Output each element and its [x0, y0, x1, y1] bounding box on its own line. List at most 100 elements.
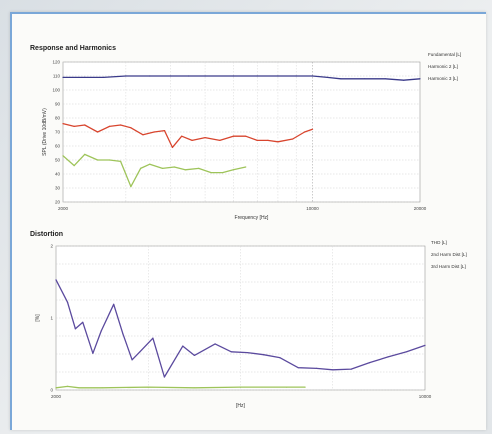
chart-1-xtick-label: 10000 — [419, 394, 432, 399]
chart-0-data-point — [130, 127, 132, 129]
chart-0-data-point — [84, 153, 86, 155]
chart-0-data-point — [181, 135, 183, 137]
chart-0-ytick-label: 110 — [53, 74, 61, 79]
chart-1-data-point — [262, 354, 265, 356]
chart-0-data-point — [191, 139, 193, 141]
chart-1-data-point — [239, 386, 242, 388]
chart-1-data-point — [405, 351, 408, 353]
chart-0-ylabel: SPL (Drive 10dB/mV) — [42, 108, 48, 156]
chart-1-data-point — [304, 386, 306, 388]
chart-0-data-point — [149, 75, 151, 77]
chart-0-data-point — [173, 166, 175, 168]
chart-0-data-point — [384, 78, 387, 80]
chart-1-ytick-label: 2 — [50, 244, 53, 249]
chart-0-legend-entry: Harmonic 3 [L] — [428, 76, 458, 81]
chart-1-data-point — [122, 333, 124, 335]
chart-0-data-point — [73, 165, 75, 167]
chart-0-xtick-label: 20000 — [414, 206, 427, 211]
chart-0-ytick-label: 80 — [55, 116, 61, 121]
chart-0-data-point — [311, 75, 314, 77]
chart-0-data-point — [84, 124, 86, 126]
chart-0-title: Response and Harmonics — [30, 45, 116, 52]
chart-0-data-point — [311, 128, 314, 130]
chart-1-xtick-label: 2000 — [51, 394, 62, 399]
chart-0-ytick-label: 70 — [55, 130, 61, 135]
chart-1-data-point — [92, 352, 94, 354]
chart-0-data-point — [163, 130, 166, 132]
chart-0-ytick-label: 40 — [55, 172, 61, 177]
chart-1-data-point — [230, 351, 232, 353]
chart-0-data-point — [62, 123, 64, 125]
chart-0-data-point — [222, 172, 224, 174]
chart-1-data-point — [369, 362, 371, 364]
chart-1-data-point — [279, 357, 281, 359]
chart-0-data-point — [245, 135, 247, 137]
chart-0-data-point — [130, 186, 132, 188]
chart-0-data-point — [188, 75, 190, 77]
chart-1-data-point — [286, 386, 288, 388]
chart-1-data-point — [113, 303, 115, 305]
chart-1-data-point — [55, 387, 57, 389]
chart-0-data-point — [256, 139, 258, 141]
chart-0-data-point — [256, 75, 258, 77]
chart-1-data-point — [297, 367, 299, 369]
chart-0-data-point — [419, 78, 421, 80]
chart-1-ylabel: [%] — [35, 314, 41, 322]
chart-0-data-point — [326, 76, 328, 78]
chart-1-data-point — [139, 351, 141, 353]
chart-1-ytick-label: 0 — [50, 388, 53, 393]
chart-0-data-point — [204, 75, 206, 77]
report-card: Response and Harmonics 20 30 40 50 60 70 80 90 10… — [10, 12, 486, 430]
chart-0-data-point — [120, 124, 122, 126]
chart-0-legend-entry: Harmonic 2 [L] — [428, 64, 458, 69]
chart-0-data-point — [303, 131, 306, 133]
chart-1-legend-entry: 3rd Harm Dist [L] — [431, 264, 466, 269]
chart-1-data-point — [246, 351, 249, 354]
chart-1-data-point — [74, 328, 76, 330]
chart-1-xlabel: [Hz] — [236, 403, 246, 409]
chart-0-data-point — [292, 138, 294, 140]
chart-0-xtick-label: 10000 — [306, 206, 319, 211]
chart-0-data-point — [171, 146, 173, 148]
chart-0-data-point — [403, 79, 405, 81]
chart-0-data-point — [73, 125, 75, 127]
chart-0-data-point — [153, 131, 155, 133]
chart-1-data-point — [66, 301, 69, 303]
chart-0-data-point — [232, 75, 234, 77]
chart-0-data-point — [96, 131, 99, 133]
chart-0-ytick-label: 60 — [55, 144, 61, 149]
chart-1-data-point — [131, 359, 133, 361]
chart-0-data-point — [277, 75, 279, 77]
chart-0-data-point — [96, 159, 99, 161]
chart-1-data-point — [316, 367, 318, 369]
chart-0-data-point — [232, 169, 234, 171]
chart-0-data-point — [295, 75, 297, 77]
chart-0-data-point — [364, 78, 366, 80]
chart-0-data-point — [142, 134, 144, 136]
chart-0-data-point — [219, 139, 221, 141]
chart-1-legend-entry: 2nd Harm Dist [L] — [431, 252, 467, 257]
chart-0-data-point — [140, 167, 142, 169]
chart-1-data-point — [163, 376, 165, 378]
chart-0-data-point — [232, 135, 234, 137]
chart-1-data-point — [101, 387, 103, 389]
chart-1-data-point — [82, 321, 84, 323]
chart-0-data-point — [184, 169, 186, 171]
chart-1-data-point — [78, 387, 80, 389]
chart-0-data-point — [277, 141, 279, 143]
chart-0-data-point — [62, 76, 64, 78]
chart-1-data-point — [182, 345, 184, 347]
chart-0-data-point — [103, 76, 105, 78]
chart-1-data-point — [152, 337, 154, 339]
chart-0-data-point — [149, 163, 151, 165]
chart-0-data-point — [210, 172, 212, 174]
charts-canvas: Response and Harmonics203040506070809010… — [30, 45, 467, 409]
chart-1-data-point — [424, 344, 426, 346]
chart-0-ytick-label: 120 — [52, 60, 60, 65]
chart-1-data-point — [55, 279, 57, 281]
chart-1-data-point — [214, 343, 216, 345]
chart-1-data-point — [147, 386, 149, 388]
chart-0-data-point — [340, 78, 342, 80]
chart-1-ytick-label: 1 — [50, 316, 53, 321]
